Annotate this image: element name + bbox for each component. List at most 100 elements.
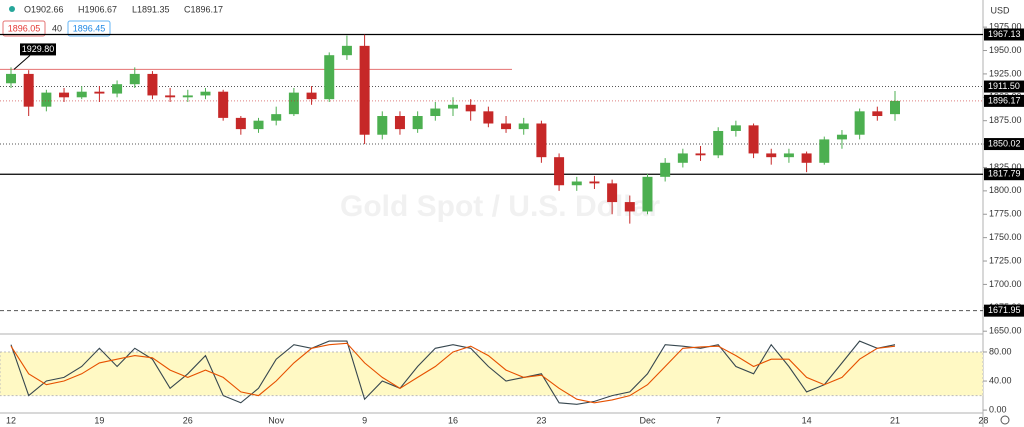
y-tick-label: 1750.00 [989,232,1022,242]
candle-body [607,183,618,203]
candle-body [448,104,458,109]
candle-body [377,116,388,135]
level-badge [984,168,1024,181]
candle-body [23,73,34,107]
candle-body [200,91,211,96]
y-tick-label: 1875.00 [989,115,1022,125]
x-tick-label: 7 [716,415,721,425]
candle-body [412,116,423,130]
callout-pointer [13,55,31,70]
ask: 1896.45 [73,23,106,33]
y-tick-label: 1825.00 [989,162,1022,172]
ohlc-open: O1902.66 [24,4,64,14]
candle-body [624,202,635,212]
y-tick-label: 80.00 [989,346,1012,356]
candle-body [465,104,476,112]
candle-body [430,108,441,117]
ohlc-close: C1896.17 [184,4,223,14]
x-tick-label: 16 [448,415,458,425]
candle-body [112,84,123,94]
y-tick-label: 1725.00 [989,255,1022,265]
candle-body [76,91,87,98]
y-tick-label: 1700.00 [989,279,1022,289]
level-label: 1817.79 [988,169,1021,179]
candle-body [819,139,830,163]
x-tick-label: 19 [94,415,104,425]
candle-body [890,100,900,115]
candle-body [660,162,671,177]
candle-body [589,181,600,184]
ask-badge[interactable] [67,20,111,37]
x-tick-label: 28 [978,415,988,425]
last-price-label: 1896.17 [988,95,1021,105]
candle-body [324,55,335,100]
spread: 40 [52,23,62,33]
y-tick-label: 1975.00 [989,22,1022,32]
candle-body [271,114,282,121]
candle-body [483,111,494,124]
candle-body [695,153,706,156]
level-label: 1671.95 [988,305,1021,315]
x-tick-label: 9 [362,415,367,425]
candle-body [253,120,264,130]
candle-body [235,117,246,130]
callout-label: 1929.80 [22,44,55,54]
candle-body [218,91,229,118]
currency: USD [990,5,1010,15]
candle-body [872,111,883,117]
y-tick-label: 0.00 [989,404,1007,414]
y-tick-label: 1950.00 [989,45,1022,55]
level-label: 1911.50 [988,81,1020,91]
bid: 1896.05 [8,23,41,33]
candle-body [836,134,847,140]
x-tick-label: 12 [6,415,16,425]
level-badge [984,80,1024,93]
level-badge [984,28,1024,41]
candle-body [713,130,724,156]
candle-body [554,157,565,186]
candle-body [766,153,777,158]
candle-body [571,181,582,186]
candle-body [94,91,105,94]
last-price-badge [984,94,1024,107]
callout-badge [20,43,56,56]
stoch-band [0,351,984,397]
candle-body [730,125,741,131]
settings-icon[interactable] [1000,415,1010,425]
x-tick-label: 26 [183,415,193,425]
candle-body [748,125,759,154]
level-label: 1850.02 [988,138,1021,148]
candle-body [642,176,653,212]
candle-body [677,153,688,163]
watermark: Gold Spot / U.S. Dollar [340,190,660,223]
level-badge [984,138,1024,151]
bid-badge[interactable] [2,20,46,37]
candle-body [536,123,547,158]
candle-body [129,73,140,85]
candle-body [359,45,370,135]
ohlc-low: L1891.35 [132,4,170,14]
y-tick-label: 40.00 [989,375,1012,385]
candle-body [306,92,317,100]
candle-body [341,45,352,56]
candle-body [6,73,16,84]
candle-body [501,123,512,130]
candle-body [182,95,193,98]
candle-body [41,92,52,107]
y-tick-label: 1650.00 [989,326,1022,336]
x-tick-label: 23 [536,415,546,425]
stoch-line [10,340,896,405]
x-tick-label: Dec [639,415,656,425]
level-badge [984,304,1024,317]
candle-body [165,95,176,98]
y-tick-label: 1925.00 [989,68,1022,78]
y-tick-label: 1800.00 [989,185,1022,195]
candle-body [147,73,158,96]
candle-body [288,92,299,115]
ohlc-high: H1906.67 [78,4,117,14]
stoch-line [10,342,896,404]
x-tick-label: 14 [802,415,812,425]
market-status [9,6,15,12]
candle-body [394,116,405,130]
